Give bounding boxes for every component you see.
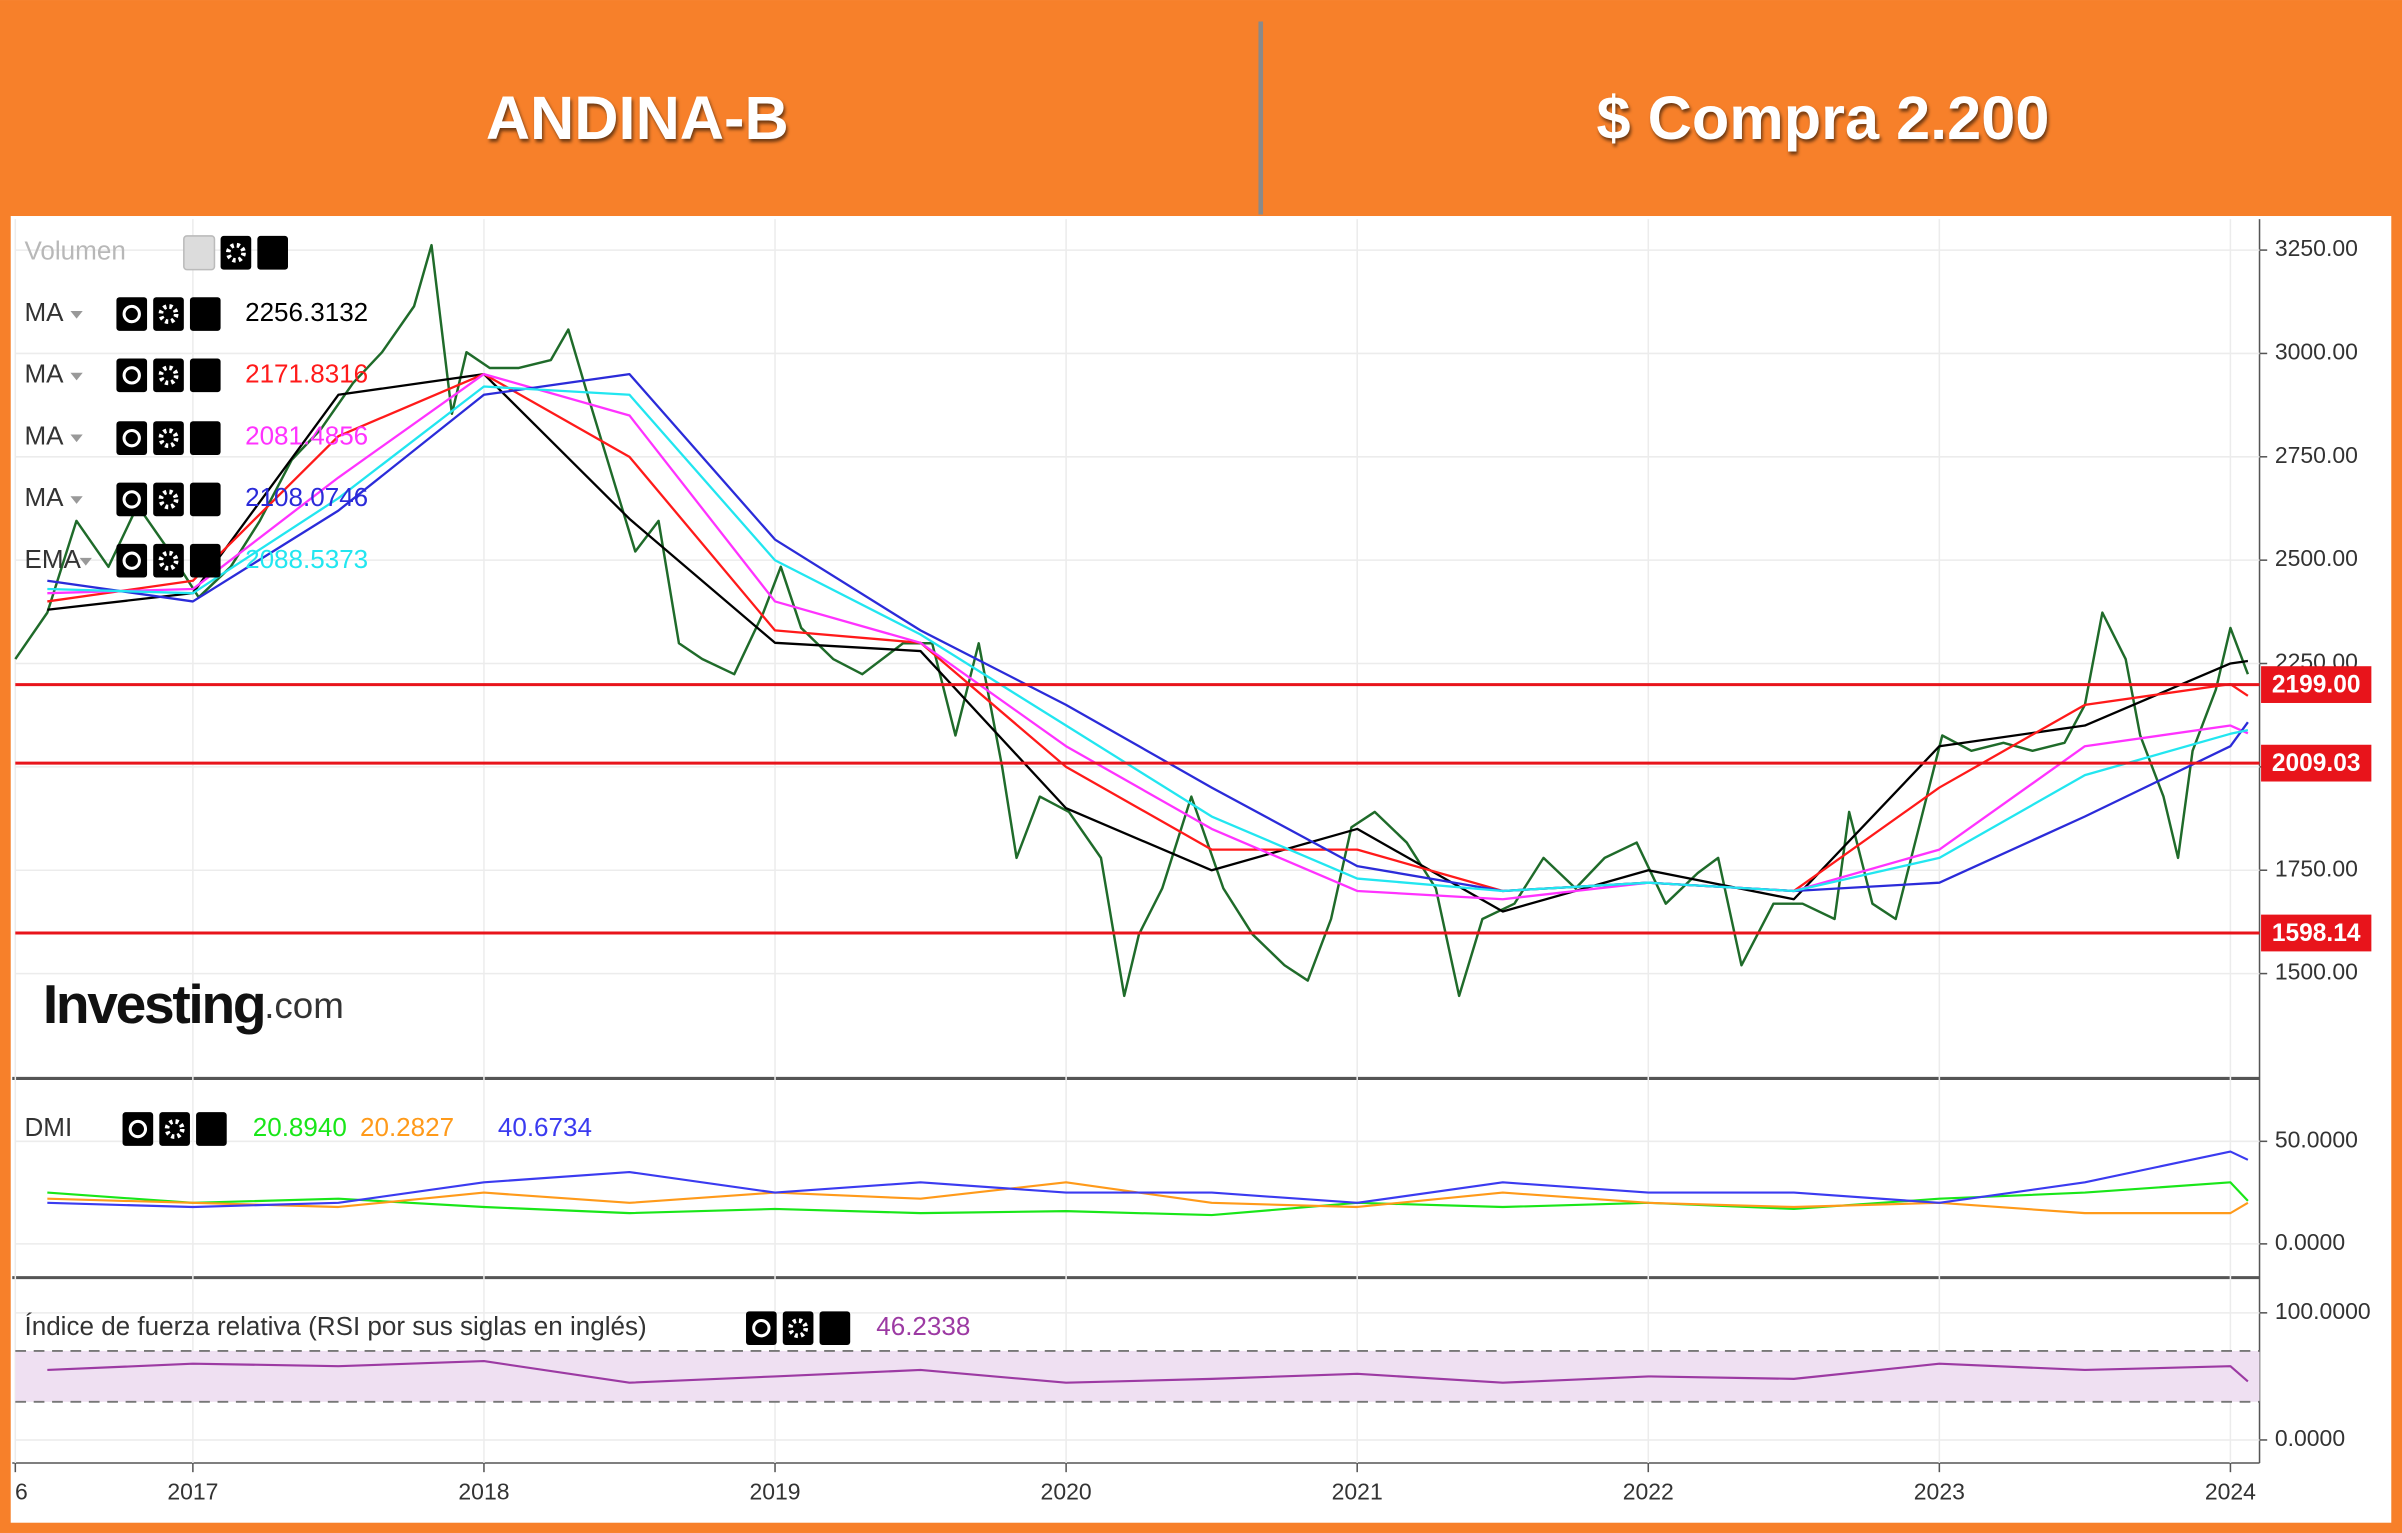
watermark-brand: Investing (43, 973, 264, 1035)
legend-name: MA (25, 297, 65, 327)
ema-icons[interactable] (116, 544, 220, 578)
price-line (14, 243, 2250, 998)
y-tick-label: 2750.00 (2275, 442, 2358, 468)
indicator-line (47, 372, 2249, 901)
level-label-box (2261, 914, 2372, 952)
y-tick-label: 1750.00 (2275, 855, 2358, 881)
x-tick-label: 2018 (458, 1479, 509, 1505)
level-label: 1598.14 (2272, 920, 2361, 947)
indicator-line (47, 372, 2249, 913)
x-tick-label: 2024 (2205, 1479, 2256, 1505)
ticker: ANDINA-B (486, 84, 789, 152)
y-tick-label: 100.0000 (2275, 1298, 2371, 1324)
indicator-line (47, 372, 2249, 893)
y-tick-label: 2500.00 (2275, 545, 2358, 571)
y-tick-label: 1500.00 (2275, 959, 2358, 985)
ma-icons[interactable] (116, 358, 220, 392)
legend-title: DMI (25, 1112, 73, 1142)
legend-value: 2088.5373 (245, 544, 368, 574)
watermark-suffix: .com (264, 985, 344, 1026)
legend-caret (70, 434, 83, 443)
legend-caret (70, 310, 83, 319)
signal: $ Compra 2.200 (1596, 84, 2049, 152)
ma-icons[interactable] (116, 297, 220, 331)
x-tick-label: 2020 (1041, 1479, 1092, 1505)
x-tick-label: 2019 (749, 1479, 800, 1505)
indicator-line (47, 385, 2249, 893)
level-label-box (2261, 666, 2372, 703)
legend-name: MA (25, 359, 65, 389)
legend-value: 2171.8316 (245, 359, 368, 389)
x-tick-label: 2023 (1914, 1479, 1965, 1505)
legend-value: 20.8940 (253, 1112, 347, 1142)
legend-name: EMA (25, 544, 82, 574)
legend-value: 46.2338 (876, 1311, 970, 1341)
level-label: 2199.00 (2272, 672, 2361, 699)
dmi-icons[interactable] (123, 1112, 227, 1146)
legend-value: 40.6734 (498, 1112, 592, 1142)
legend-title: Índice de fuerza relativa (RSI por sus s… (25, 1311, 647, 1341)
indicator-line (47, 1150, 2249, 1209)
volume-legend: Volumen (25, 236, 126, 266)
legend-name: MA (25, 420, 65, 450)
y-tick-label: 0.0000 (2275, 1229, 2345, 1255)
y-tick-label: 3000.00 (2275, 339, 2358, 365)
indicator-line (47, 1360, 2249, 1384)
y-tick-label: 3250.00 (2275, 235, 2358, 261)
indicator-line (47, 372, 2249, 893)
x-tick-label: 6 (15, 1479, 28, 1505)
level-label-box (2261, 744, 2372, 782)
ma-icons[interactable] (116, 421, 220, 455)
y-tick-label: 50.0000 (2275, 1126, 2358, 1152)
level-label: 2009.03 (2272, 750, 2361, 777)
legend-caret (70, 372, 83, 381)
y-tick-label: 0.0000 (2275, 1425, 2345, 1451)
x-tick-label: 2022 (1623, 1479, 1674, 1505)
legend-value: 2108.0746 (245, 482, 368, 512)
chart-background (10, 216, 2392, 1523)
legend-caret (70, 496, 83, 504)
legend-name: MA (25, 482, 65, 512)
rsi-icons[interactable] (746, 1311, 850, 1345)
ma-icons[interactable] (116, 483, 220, 517)
legend-icons (116, 236, 850, 1345)
x-tick-label: 2021 (1332, 1479, 1383, 1505)
plot: 6 2017 2018 2019 2020 2021 2022 2023 2024 1500.00… (14, 219, 2372, 1505)
legend-value: 2081.4856 (245, 420, 368, 450)
visibility-icon[interactable] (183, 235, 216, 271)
legend-value: 20.2827 (360, 1112, 454, 1142)
legend-value: 2256.3132 (245, 297, 368, 327)
legend-caret (79, 557, 92, 566)
watermark: Investing.com (43, 973, 344, 1035)
x-tick-label: 2017 (167, 1479, 218, 1505)
rsi-band (15, 1350, 2260, 1402)
indicator-line (47, 1181, 2249, 1215)
